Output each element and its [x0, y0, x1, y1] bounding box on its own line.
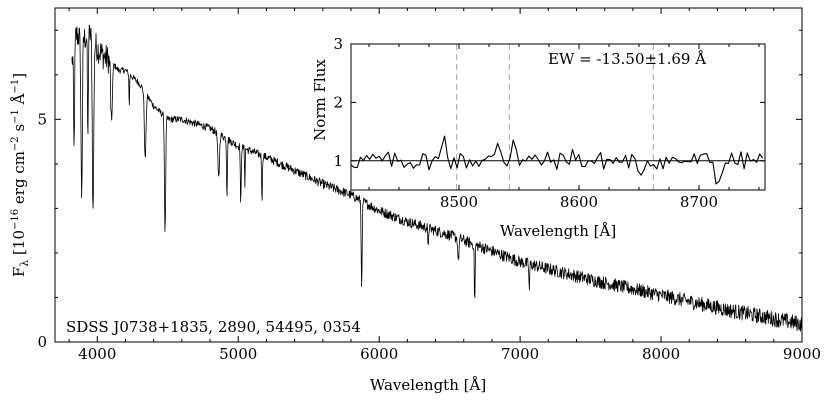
x-tick-label: 4000 — [78, 345, 116, 363]
main-plot-frame — [54, 7, 803, 343]
inset-annotation: EW = -13.50±1.69 Å — [548, 50, 706, 68]
x-tick-label: 8600 — [560, 193, 598, 211]
y-tick-label: 1 — [333, 152, 343, 170]
inset-panel: 8500 8600 8700 1 2 3 Wavelength [Å] Norm Flu… — [311, 35, 766, 240]
x-tick-label: 7000 — [501, 345, 539, 363]
y-tick-label: 3 — [333, 35, 343, 53]
x-tick-label: 8500 — [440, 193, 478, 211]
main-y-axis-label: Fλ [10−16 erg cm−2 s−1 Å−1] — [10, 73, 31, 277]
main-annotation: SDSS J0738+1835, 2890, 54495, 0354 — [66, 318, 361, 336]
inset-y-ticks: 1 2 3 — [333, 35, 765, 170]
inset-plot-frame — [350, 43, 766, 191]
x-tick-label: 6000 — [360, 345, 398, 363]
y-tick-label: 2 — [333, 93, 343, 111]
x-tick-label: 8000 — [642, 345, 680, 363]
x-tick-label: 9000 — [783, 345, 821, 363]
x-tick-label: 5000 — [219, 345, 257, 363]
main-panel: 4000 5000 6000 7000 8000 9000 05 Wavelength [… — [10, 7, 821, 394]
inset-y-axis-label: Norm Flux — [311, 59, 329, 141]
main-spectrum-line — [71, 24, 803, 332]
y-tick-label: 5 — [37, 110, 47, 128]
y-tick-label: 0 — [37, 333, 47, 351]
inset-spectrum-line — [350, 135, 764, 185]
main-x-ticks: 4000 5000 6000 7000 8000 9000 — [68, 8, 821, 363]
main-y-ticks: 05 — [37, 29, 802, 351]
main-x-axis-label: Wavelength [Å] — [370, 376, 486, 394]
x-tick-label: 8700 — [680, 193, 718, 211]
inset-x-axis-label: Wavelength [Å] — [500, 222, 616, 240]
inset-x-ticks: 8500 8600 8700 — [368, 44, 760, 211]
